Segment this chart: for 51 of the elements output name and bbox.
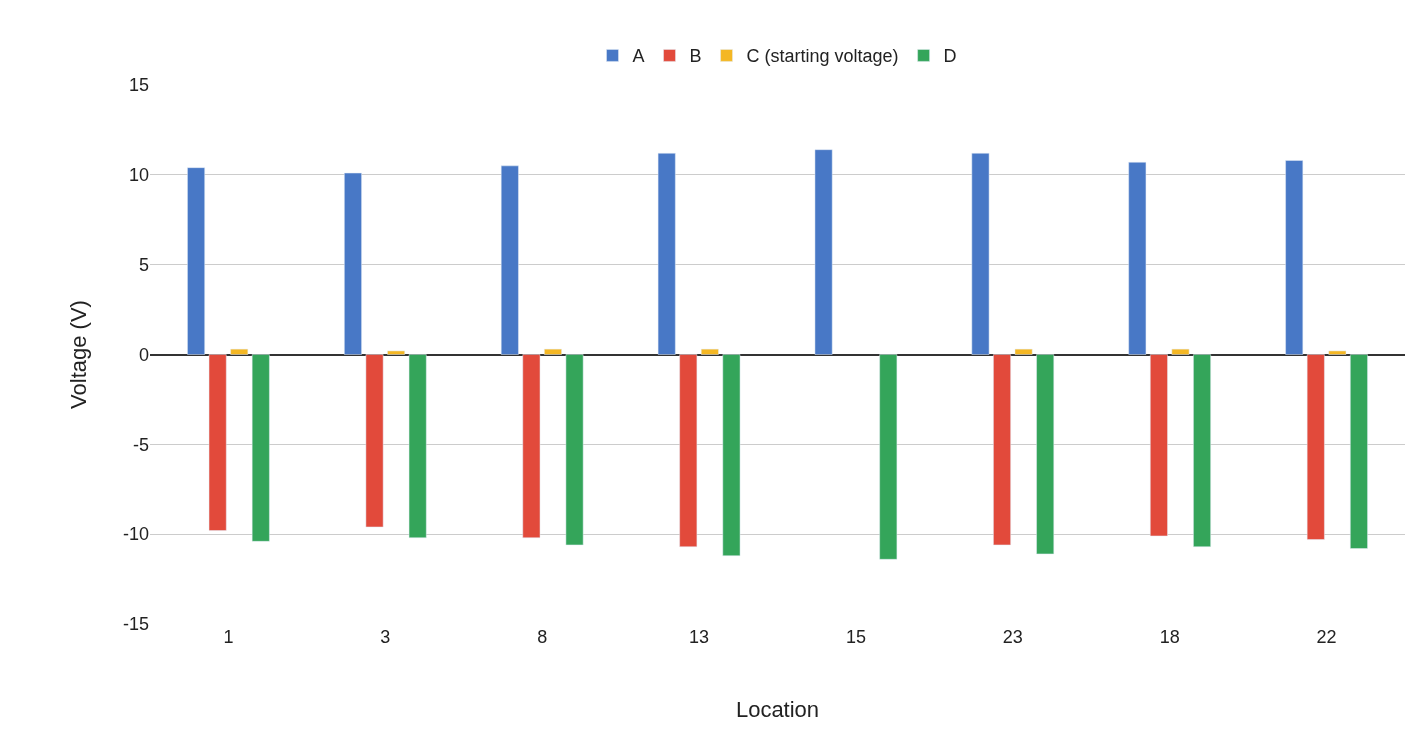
bar [657,153,676,355]
legend-label: D [943,46,957,67]
x-tick-label: 23 [1002,627,1023,647]
bar [1150,354,1168,537]
bar [1328,350,1347,355]
bar [722,354,741,556]
bar [230,348,249,355]
x-tick-label: 18 [1159,627,1180,647]
x-tick-label: 3 [380,627,391,647]
x-tick-label: 8 [537,627,548,647]
bar [700,348,719,355]
y-tick-label: 10 [128,165,149,186]
bar [1036,354,1055,555]
y-tick-label: -5 [132,434,149,455]
bar [1128,162,1147,355]
y-tick-label: -15 [122,614,149,635]
bar [814,149,833,355]
bar [187,167,205,355]
bar [1306,354,1325,540]
bar [1171,348,1190,355]
legend-label: B [689,46,702,67]
bar [993,354,1011,546]
bar [387,350,405,355]
bar [500,165,519,355]
bar [208,354,227,531]
bar [522,354,541,539]
x-tick-label: 22 [1316,627,1337,647]
legend-label: C (starting voltage) [746,46,899,67]
bar [1285,160,1304,355]
bar [544,348,562,355]
bar [971,153,990,355]
y-tick-label: 0 [138,344,149,365]
legend-label: A [632,46,645,67]
y-tick-label: 15 [128,75,149,96]
y-tick-label: 5 [138,254,149,275]
bar [565,354,584,546]
bar [408,354,427,539]
bar [1350,354,1368,549]
bar [344,172,362,355]
x-tick-label: 1 [223,627,234,647]
bar [365,354,384,528]
bar [679,354,698,547]
x-tick-label: 13 [689,627,710,647]
bar [1193,354,1211,547]
y-axis-title: Voltage (V) [65,300,91,409]
y-tick-label: -10 [122,524,149,545]
bar [251,354,270,542]
x-axis-title: Location [735,696,820,722]
bar [1014,348,1033,355]
bar [879,354,898,560]
x-tick-label: 15 [845,627,866,647]
